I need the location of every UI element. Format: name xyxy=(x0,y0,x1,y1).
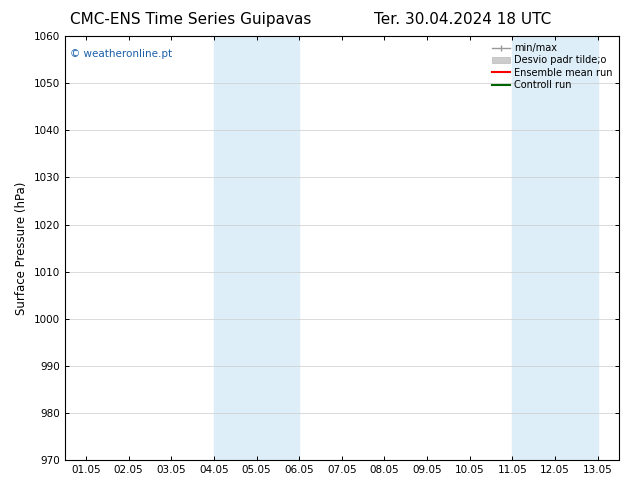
Bar xyxy=(214,36,299,460)
Text: © weatheronline.pt: © weatheronline.pt xyxy=(70,49,172,59)
Legend: min/max, Desvio padr tilde;o, Ensemble mean run, Controll run: min/max, Desvio padr tilde;o, Ensemble m… xyxy=(490,41,614,92)
Text: CMC-ENS Time Series Guipavas: CMC-ENS Time Series Guipavas xyxy=(70,12,311,27)
Text: Ter. 30.04.2024 18 UTC: Ter. 30.04.2024 18 UTC xyxy=(374,12,552,27)
Y-axis label: Surface Pressure (hPa): Surface Pressure (hPa) xyxy=(15,181,28,315)
Bar xyxy=(512,36,598,460)
